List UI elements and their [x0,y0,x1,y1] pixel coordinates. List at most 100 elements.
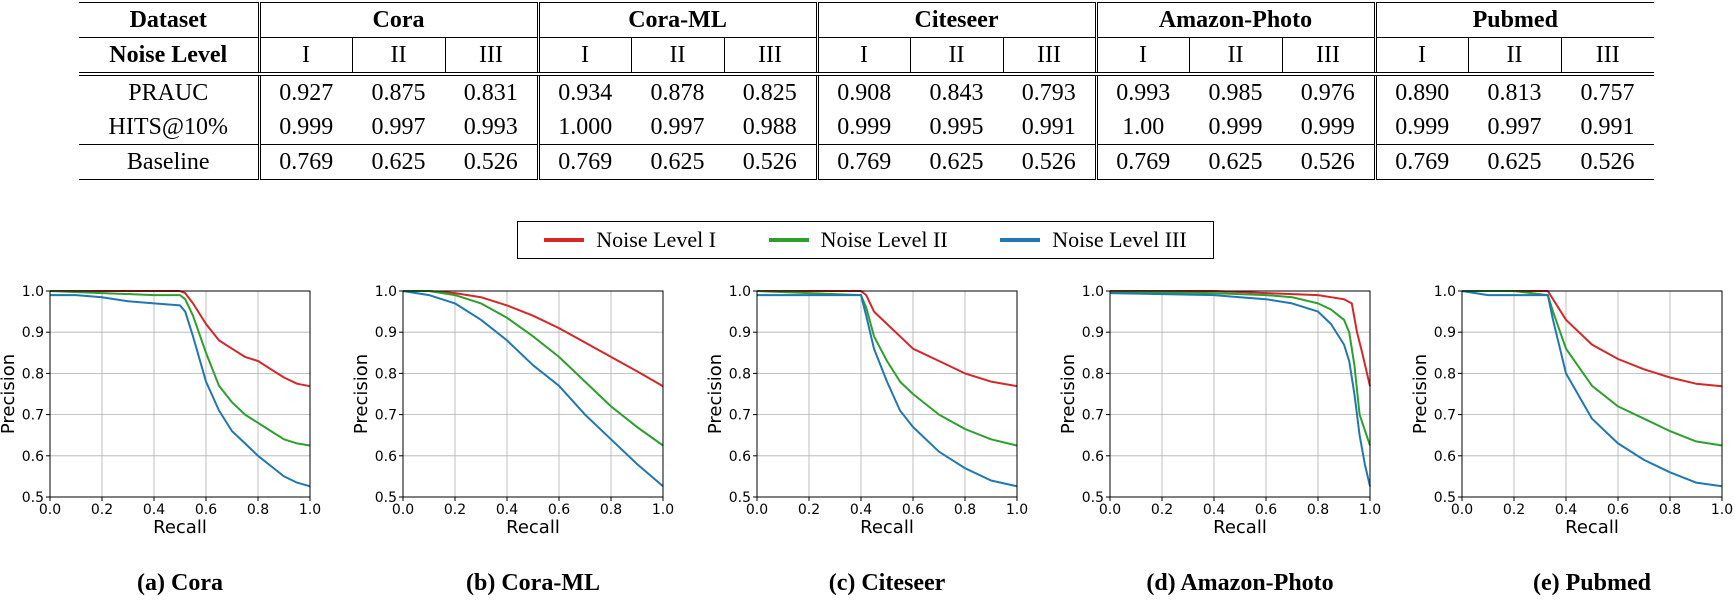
x-tick-label: 0.8 [1659,502,1681,518]
header-noise-label: Noise Level [79,37,259,74]
header-dataset-4: Pubmed [1373,2,1655,38]
table-cell: 0.757 [1561,72,1655,110]
series-line-3 [1109,292,1371,487]
header-level: III [1002,37,1097,74]
series-line-1 [1110,290,1371,387]
y-tick-label: 0.7 [1082,408,1104,424]
header-level: I [815,37,911,74]
table-row: HITS@10% 0.999 0.997 0.993 1.000 0.997 0.988 0.… [79,110,1654,145]
header-level: I [257,37,352,74]
x-tick-label: 0.6 [1607,502,1629,518]
table-cell: 0.526 [445,144,538,180]
x-tick-label: 1.0 [1359,502,1381,518]
results-table: Dataset Cora Cora-ML Citeseer Amazon-Photo Pu… [79,2,1655,180]
pr-curve-chart: 0.0 0.2 0.4 0.6 0.8 1.0 0.5 0.6 0.7 0.8 0.9 1.0 Reca… [705,284,1028,538]
y-tick-label: 0.9 [375,325,397,341]
y-tick-label: 0.5 [1082,490,1104,506]
table-cell: 0.878 [631,72,724,110]
header-dataset-label: Dataset [79,2,259,38]
table-cell: 0.526 [1003,144,1097,180]
x-tick-label: 0.2 [444,502,466,518]
x-tick-label: 0.4 [496,502,518,518]
y-tick-label: 0.6 [375,449,397,465]
legend-swatch [1000,238,1041,242]
table-cell: 0.625 [1468,144,1562,180]
legend-label: Noise Level III [1052,227,1187,252]
x-tick-label: 0.2 [798,502,820,518]
series-line-3 [50,294,311,488]
series-line-2 [49,290,311,447]
legend-label: Noise Level I [596,227,717,252]
series-line-1 [1462,290,1723,388]
x-tick-label: 0.6 [902,502,924,518]
table-cell: 0.793 [1003,72,1097,110]
y-tick-label: 0.7 [22,408,44,424]
series-line-2 [1462,290,1723,447]
header-row-noise: Noise Level I II III I II III I II III I II III I II II… [79,37,1655,74]
header-level: II [1467,37,1562,74]
y-tick-label: 0.7 [729,408,751,424]
x-tick-label: 1.0 [1006,502,1028,518]
x-tick-label: 0.4 [1203,502,1225,518]
table-cell: 0.526 [724,144,818,180]
table-cell: 1.000 [536,110,631,145]
y-tick-label: 0.5 [22,490,44,506]
series-line-3 [402,290,664,488]
x-axis-label: Recall [1213,517,1267,538]
table-cell: 0.875 [352,72,445,110]
table-cell: 0.997 [1487,114,1542,140]
legend: Noise Level I Noise Level II Noise Level I… [517,221,1214,259]
table-cell: 0.997 [371,114,426,140]
header-level: I [1094,37,1190,74]
y-tick-label: 0.6 [729,449,751,465]
x-tick-label: 0.6 [195,502,217,518]
pr-curve-chart: 0.0 0.2 0.4 0.6 0.8 1.0 0.5 0.6 0.7 0.8 0.9 1.0 Reca… [1410,284,1733,538]
y-tick-label: 0.6 [1434,449,1456,465]
series-line-3 [757,294,1018,488]
legend-entry: Noise Level III [1000,227,1187,253]
table-cell: 0.825 [724,72,818,110]
y-tick-label: 0.5 [1434,490,1456,506]
subfigure-caption: (c) Citeseer [828,570,946,596]
x-tick-label: 0.2 [1503,502,1525,518]
x-axis-label: Recall [506,517,560,538]
y-tick-label: 0.9 [1434,325,1456,341]
header-level: III [444,37,538,74]
subfigure-1: 0.0 0.2 0.4 0.6 0.8 1.0 0.5 0.6 0.7 0.8 0.9 1.0 Reca… [351,275,733,538]
x-tick-label: 0.8 [600,502,622,518]
y-axis-label: Precision [0,354,19,434]
x-tick-label: 0.8 [954,502,976,518]
x-axis-label: Recall [153,517,207,538]
table-cell: 0.999 [1373,110,1469,145]
y-axis-label: Precision [351,354,372,434]
subfigure-2: 0.0 0.2 0.4 0.6 0.8 1.0 0.5 0.6 0.7 0.8 0.9 1.0 Reca… [705,275,1087,538]
header-level: I [536,37,631,74]
x-tick-label: 1.0 [652,502,674,518]
axes-frame [1461,290,1723,498]
header-row-dataset: Dataset Cora Cora-ML Citeseer Amazon-Photo Pu… [79,2,1655,38]
axes-frame [1109,290,1371,498]
subfigure-0: 0.0 0.2 0.4 0.6 0.8 1.0 0.5 0.6 0.7 0.8 0.9 1.0 Reca… [0,275,380,538]
table-cell: 0.813 [1468,72,1562,110]
y-tick-label: 0.6 [22,449,44,465]
table-cell: 0.993 [1094,72,1190,110]
x-tick-label: 0.4 [1555,502,1577,518]
series-line-1 [403,290,664,388]
table-row: PRAUC 0.927 0.875 0.831 0.934 0.878 0.825 0.908… [79,72,1655,110]
subfigure-4: 0.0 0.2 0.4 0.6 0.8 1.0 0.5 0.6 0.7 0.8 0.9 1.0 Reca… [1410,275,1735,538]
table-cell: 0.769 [1094,144,1190,180]
y-tick-label: 0.9 [1082,325,1104,341]
table-cell: 0.526 [1282,144,1376,180]
series-line-2 [1109,290,1371,446]
x-tick-label: 1.0 [1711,502,1733,518]
subfigure-caption: (a) Cora [137,570,223,596]
header-level: II [1188,37,1283,74]
table-cell: 0.934 [536,72,631,110]
x-tick-label: 0.0 [746,502,768,518]
y-tick-label: 1.0 [375,284,397,300]
table-cell: 0.769 [257,144,352,180]
row-label: HITS@10% [108,114,228,140]
x-tick-label: 0.2 [91,502,113,518]
table-cell: 0.843 [910,72,1004,110]
table-cell: 0.999 [1300,114,1355,140]
